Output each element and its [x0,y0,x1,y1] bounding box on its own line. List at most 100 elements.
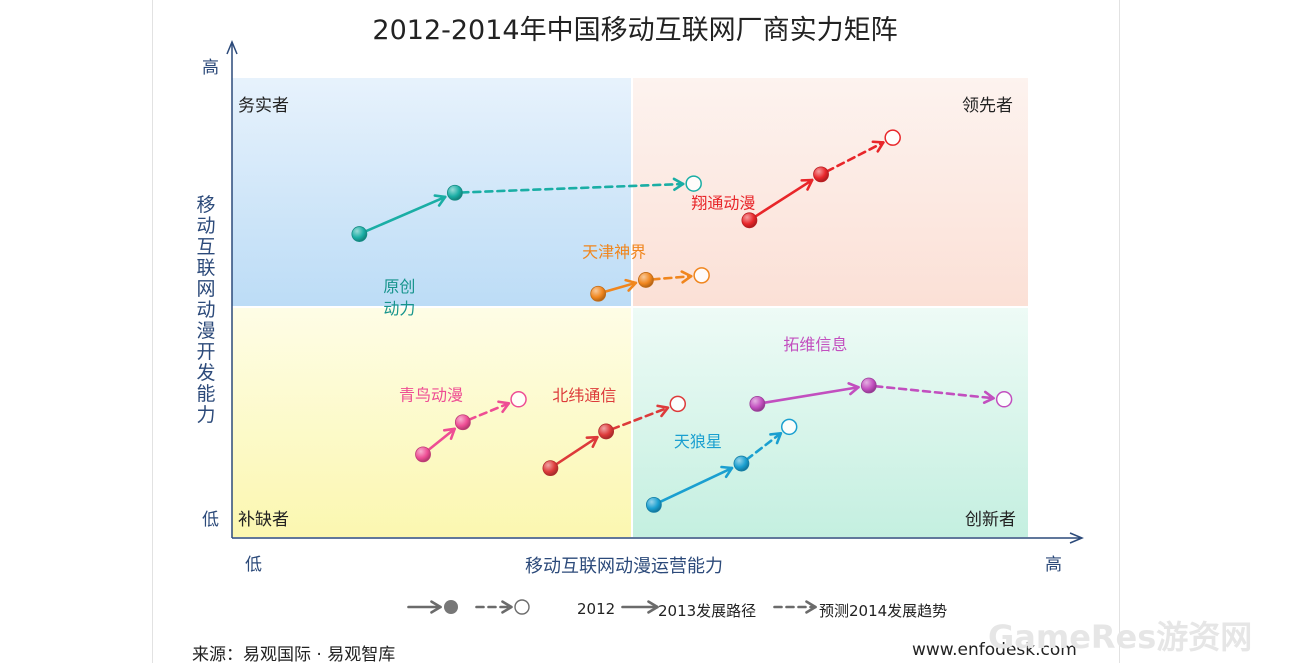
point-2012 [542,460,559,477]
trend-line-2013-2014 [651,274,693,281]
quadrant-label-bottom-left: 补缺者 [238,510,289,530]
point-2014 [669,395,687,413]
series-label: 天狼星 [674,432,722,451]
site-url: www.enfodesk.com [912,640,1077,660]
y-axis-title-char: 发 [196,362,216,384]
path-line-2012-2013-arrowhead [847,382,860,396]
quadrant-niche [232,307,632,537]
legend-solid-arrow-arrowhead [430,600,442,614]
path-line-2012-2013-arrowhead [585,435,599,448]
x-axis-title: 移动互联网动漫运营能力 [525,556,723,577]
trend-line-2013-2014 [460,182,685,194]
path-line-2012-2013 [426,427,456,452]
path-line-2012-2013 [753,178,814,219]
point-2012 [741,212,758,229]
legend-solid-dot [444,600,458,614]
legend-label-path: 2013发展路径 [658,602,757,620]
point-2014 [685,175,702,192]
point-2013 [598,423,615,440]
y-axis-title: 移动互联网动漫开发能力 [194,195,218,426]
path-line-2012-2013 [658,466,734,504]
y-axis-title-char: 移 [196,194,216,216]
legend-dashed-arrow-arrowhead [501,600,513,614]
series-2: 天津神界 [582,243,710,302]
legend-label-forecast: 预测2014发展趋势 [819,602,948,620]
point-2012 [590,285,607,302]
legend-marks [407,599,817,615]
y-axis-title-char: 开 [196,341,216,363]
path-line-2012-2013 [762,385,860,405]
trend-line-2013-2014-arrowhead [497,400,511,414]
point-2014 [884,129,901,146]
quadrant-label-bottom-right: 创新者 [965,510,1016,530]
quadrant-label-top-right: 领先者 [962,96,1013,116]
point-2012 [415,446,431,463]
source-note: 来源：易观国际 · 易观智库 [192,645,396,665]
y-axis-low-label: 低 [202,510,219,530]
y-axis-title-char: 动 [196,215,216,237]
trend-line-2013-2014 [610,406,670,431]
x-axis-arrow [1069,532,1084,544]
trend-line-2013-2014 [467,401,511,422]
series-3: 青鸟动漫 [399,385,527,463]
series-label: 天津神界 [582,243,646,262]
trend-line-2013-2014-arrowhead [656,404,670,418]
trend-line-2013-2014 [873,384,995,400]
trend-line-2013-2014 [825,141,885,173]
point-2014 [780,418,798,436]
y-axis-title-char: 力 [196,404,216,426]
y-axis-title-char: 漫 [196,320,216,342]
point-2014 [510,391,527,408]
point-2013 [454,414,471,431]
path-line-2012-2013 [603,281,638,294]
series-label-line: 原创 [383,277,415,296]
trend-line-2013-2014-arrowhead [680,270,693,284]
x-axis-high-label: 高 [1045,555,1062,575]
quadrant-pragmatist [232,78,632,307]
y-axis-arrow [226,40,238,55]
trend-line-2013-2014-arrowhead [672,177,685,192]
path-line-2012-2013-arrowhead [800,178,814,191]
series-label: 翔通动漫 [691,193,755,212]
legend-trend-arrow-arrowhead [805,600,817,614]
y-axis-high-label: 高 [202,58,219,78]
series-4: 北纬通信 [542,386,687,477]
series-0: 翔通动漫 [691,129,901,229]
y-axis-title-char: 联 [196,257,216,279]
series-label-line: 动力 [383,299,415,318]
path-line-2012-2013-arrowhead [433,194,447,207]
legend-path-arrow-arrowhead [647,600,659,614]
y-axis-title-char: 网 [196,278,216,300]
y-axis-title-char: 能 [196,383,216,405]
point-2012 [749,395,766,412]
legend-open-dot [514,599,530,615]
legend-label-2012: 2012 [577,600,616,618]
path-line-2012-2013 [364,195,447,233]
point-2012 [351,226,368,242]
path-line-2012-2013 [554,435,599,466]
quadrant-backgrounds [232,78,1028,537]
y-axis-title-char: 动 [196,299,216,321]
series-6: 拓维信息 [749,335,1013,412]
series-label: 拓维信息 [783,335,847,354]
quadrant-label-top-left: 务实者 [238,96,289,116]
series-5: 天狼星 [645,418,798,513]
axes [226,40,1084,544]
path-line-2012-2013-arrowhead [720,465,734,479]
quadrant-innovator [632,307,1028,537]
series-label: 原创动力 [383,277,415,318]
path-line-2012-2013-arrowhead [442,427,456,441]
point-2014 [995,391,1013,408]
point-2013 [638,272,654,288]
series-label: 青鸟动漫 [399,385,463,404]
point-2013 [733,455,750,472]
point-2013 [860,377,877,394]
trend-line-2013-2014-arrowhead [769,431,783,445]
series-1: 原创动力 [351,175,702,318]
point-2013 [446,184,463,201]
trend-line-2013-2014 [745,431,783,461]
series-label: 北纬通信 [552,386,616,405]
trend-line-2013-2014-arrowhead [982,390,995,404]
